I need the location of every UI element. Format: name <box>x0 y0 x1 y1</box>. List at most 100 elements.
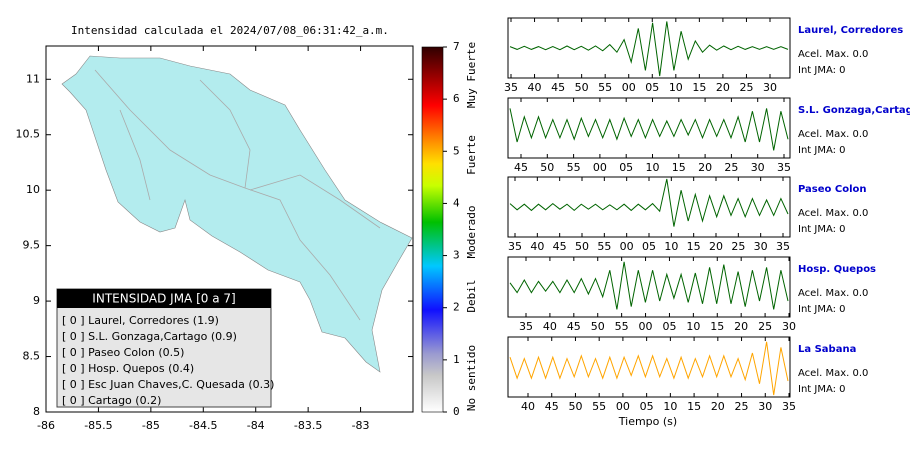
waveform <box>509 178 789 227</box>
legend-box <box>56 288 272 408</box>
time-tick-label: 45 <box>567 320 581 333</box>
time-tick-label: 45 <box>553 240 567 253</box>
time-tick-label: 20 <box>698 161 712 174</box>
time-tick-label: 00 <box>639 320 653 333</box>
station-acel: Acel. Max. 0.0 <box>798 49 868 60</box>
time-tick-label: 25 <box>739 81 753 94</box>
time-tick-label: 40 <box>543 320 557 333</box>
road <box>119 109 151 201</box>
time-tick-label: 00 <box>616 400 630 413</box>
time-tick-label: 55 <box>597 240 611 253</box>
time-tick-label: 50 <box>575 81 589 94</box>
waveform <box>509 341 789 396</box>
time-tick-label: 55 <box>615 320 629 333</box>
time-tick-label: 45 <box>514 161 528 174</box>
legend-item: [ 0 ] Paseo Colon (0.5) <box>62 346 184 359</box>
time-tick-label: 35 <box>508 240 522 253</box>
road <box>199 79 251 189</box>
x-tick-label: -85 <box>142 419 160 432</box>
time-tick-label: 05 <box>645 81 659 94</box>
time-tick-label: 35 <box>504 81 518 94</box>
time-tick-label: 05 <box>619 161 633 174</box>
colorbar-tick-label: 2 <box>453 301 460 314</box>
x-tick-label: -84 <box>247 419 265 432</box>
station-acel: Acel. Max. 0.0 <box>798 288 868 299</box>
time-tick-label: 30 <box>754 240 768 253</box>
station-jma: Int JMA: 0 <box>798 224 846 235</box>
time-tick-label: 15 <box>710 320 724 333</box>
land <box>61 55 413 373</box>
time-tick-label: 25 <box>731 240 745 253</box>
time-tick-label: 15 <box>672 161 686 174</box>
time-tick-label: 40 <box>530 240 544 253</box>
time-tick-label: 55 <box>598 81 612 94</box>
time-tick-label: 15 <box>687 400 701 413</box>
time-tick-label: 05 <box>662 320 676 333</box>
station-name: S.L. Gonzaga,Cartago <box>798 105 910 116</box>
legend-item: [ 0 ] Laurel, Corredores (1.9) <box>62 314 219 327</box>
y-tick-label: 9.5 <box>23 239 41 252</box>
road <box>249 174 381 229</box>
time-tick-label: 35 <box>776 240 790 253</box>
colorbar-label: Muy Fuerte <box>465 42 478 108</box>
x-tick-label: -86 <box>37 419 55 432</box>
colorbar-tick-label: 3 <box>453 249 460 262</box>
y-tick-label: 8 <box>33 405 40 418</box>
waveform <box>509 108 789 151</box>
time-tick-label: 05 <box>642 240 656 253</box>
map-title: Intensidad calculada el 2024/07/08_06:31… <box>71 24 389 37</box>
colorbar-label: Fuerte <box>465 135 478 175</box>
time-tick-label: 50 <box>568 400 582 413</box>
colorbar <box>421 46 444 413</box>
station-name: Paseo Colon <box>798 184 867 195</box>
station-name: Hosp. Quepos <box>798 264 876 275</box>
x-tick-label: -83 <box>352 419 370 432</box>
y-tick-label: 10 <box>26 183 40 196</box>
time-tick-label: 30 <box>758 400 772 413</box>
time-tick-label: 15 <box>687 240 701 253</box>
time-tick-label: 25 <box>758 320 772 333</box>
station-jma: Int JMA: 0 <box>798 304 846 315</box>
colorbar-label: Debil <box>465 279 478 312</box>
waveform <box>509 21 789 77</box>
station-acel: Acel. Max. 0.0 <box>798 208 868 219</box>
time-tick-label: 20 <box>711 400 725 413</box>
y-tick-label: 10.5 <box>16 128 41 141</box>
time-tick-label: 10 <box>669 81 683 94</box>
time-tick-label: 00 <box>622 81 636 94</box>
colorbar-label: No sentido <box>465 345 478 411</box>
time-tick-label: 55 <box>567 161 581 174</box>
colorbar-label: Moderado <box>465 206 478 259</box>
time-tick-label: 10 <box>646 161 660 174</box>
time-tick-label: 20 <box>716 81 730 94</box>
legend-title: INTENSIDAD JMA [0 a 7] <box>92 292 235 306</box>
station-acel: Acel. Max. 0.0 <box>798 368 868 379</box>
colorbar-tick-label: 4 <box>453 196 460 209</box>
station-name: Laurel, Corredores <box>798 25 903 36</box>
map-frame <box>45 45 414 413</box>
station-jma: Int JMA: 0 <box>798 65 846 76</box>
legend-item: [ 0 ] Hosp. Quepos (0.4) <box>62 362 194 375</box>
time-tick-label: 50 <box>591 320 605 333</box>
time-tick-label: 30 <box>763 81 777 94</box>
time-tick-label: 15 <box>692 81 706 94</box>
colorbar-tick-label: 7 <box>453 40 460 53</box>
y-tick-label: 11 <box>26 72 40 85</box>
time-tick-label: 50 <box>540 161 554 174</box>
time-tick-label: 45 <box>545 400 559 413</box>
time-tick-label: 35 <box>519 320 533 333</box>
legend-header <box>57 289 271 308</box>
time-tick-label: 35 <box>782 400 796 413</box>
time-tick-label: 00 <box>620 240 634 253</box>
time-tick-label: 30 <box>751 161 765 174</box>
time-tick-label: 05 <box>640 400 654 413</box>
time-tick-label: 10 <box>663 400 677 413</box>
x-tick-label: -83.5 <box>294 419 322 432</box>
time-tick-label: 55 <box>592 400 606 413</box>
y-tick-label: 8.5 <box>23 350 41 363</box>
time-tick-label: 30 <box>782 320 796 333</box>
colorbar-tick-label: 5 <box>453 144 460 157</box>
time-tick-label: 10 <box>664 240 678 253</box>
time-tick-label: 10 <box>686 320 700 333</box>
colorbar-tick-label: 0 <box>453 405 460 418</box>
